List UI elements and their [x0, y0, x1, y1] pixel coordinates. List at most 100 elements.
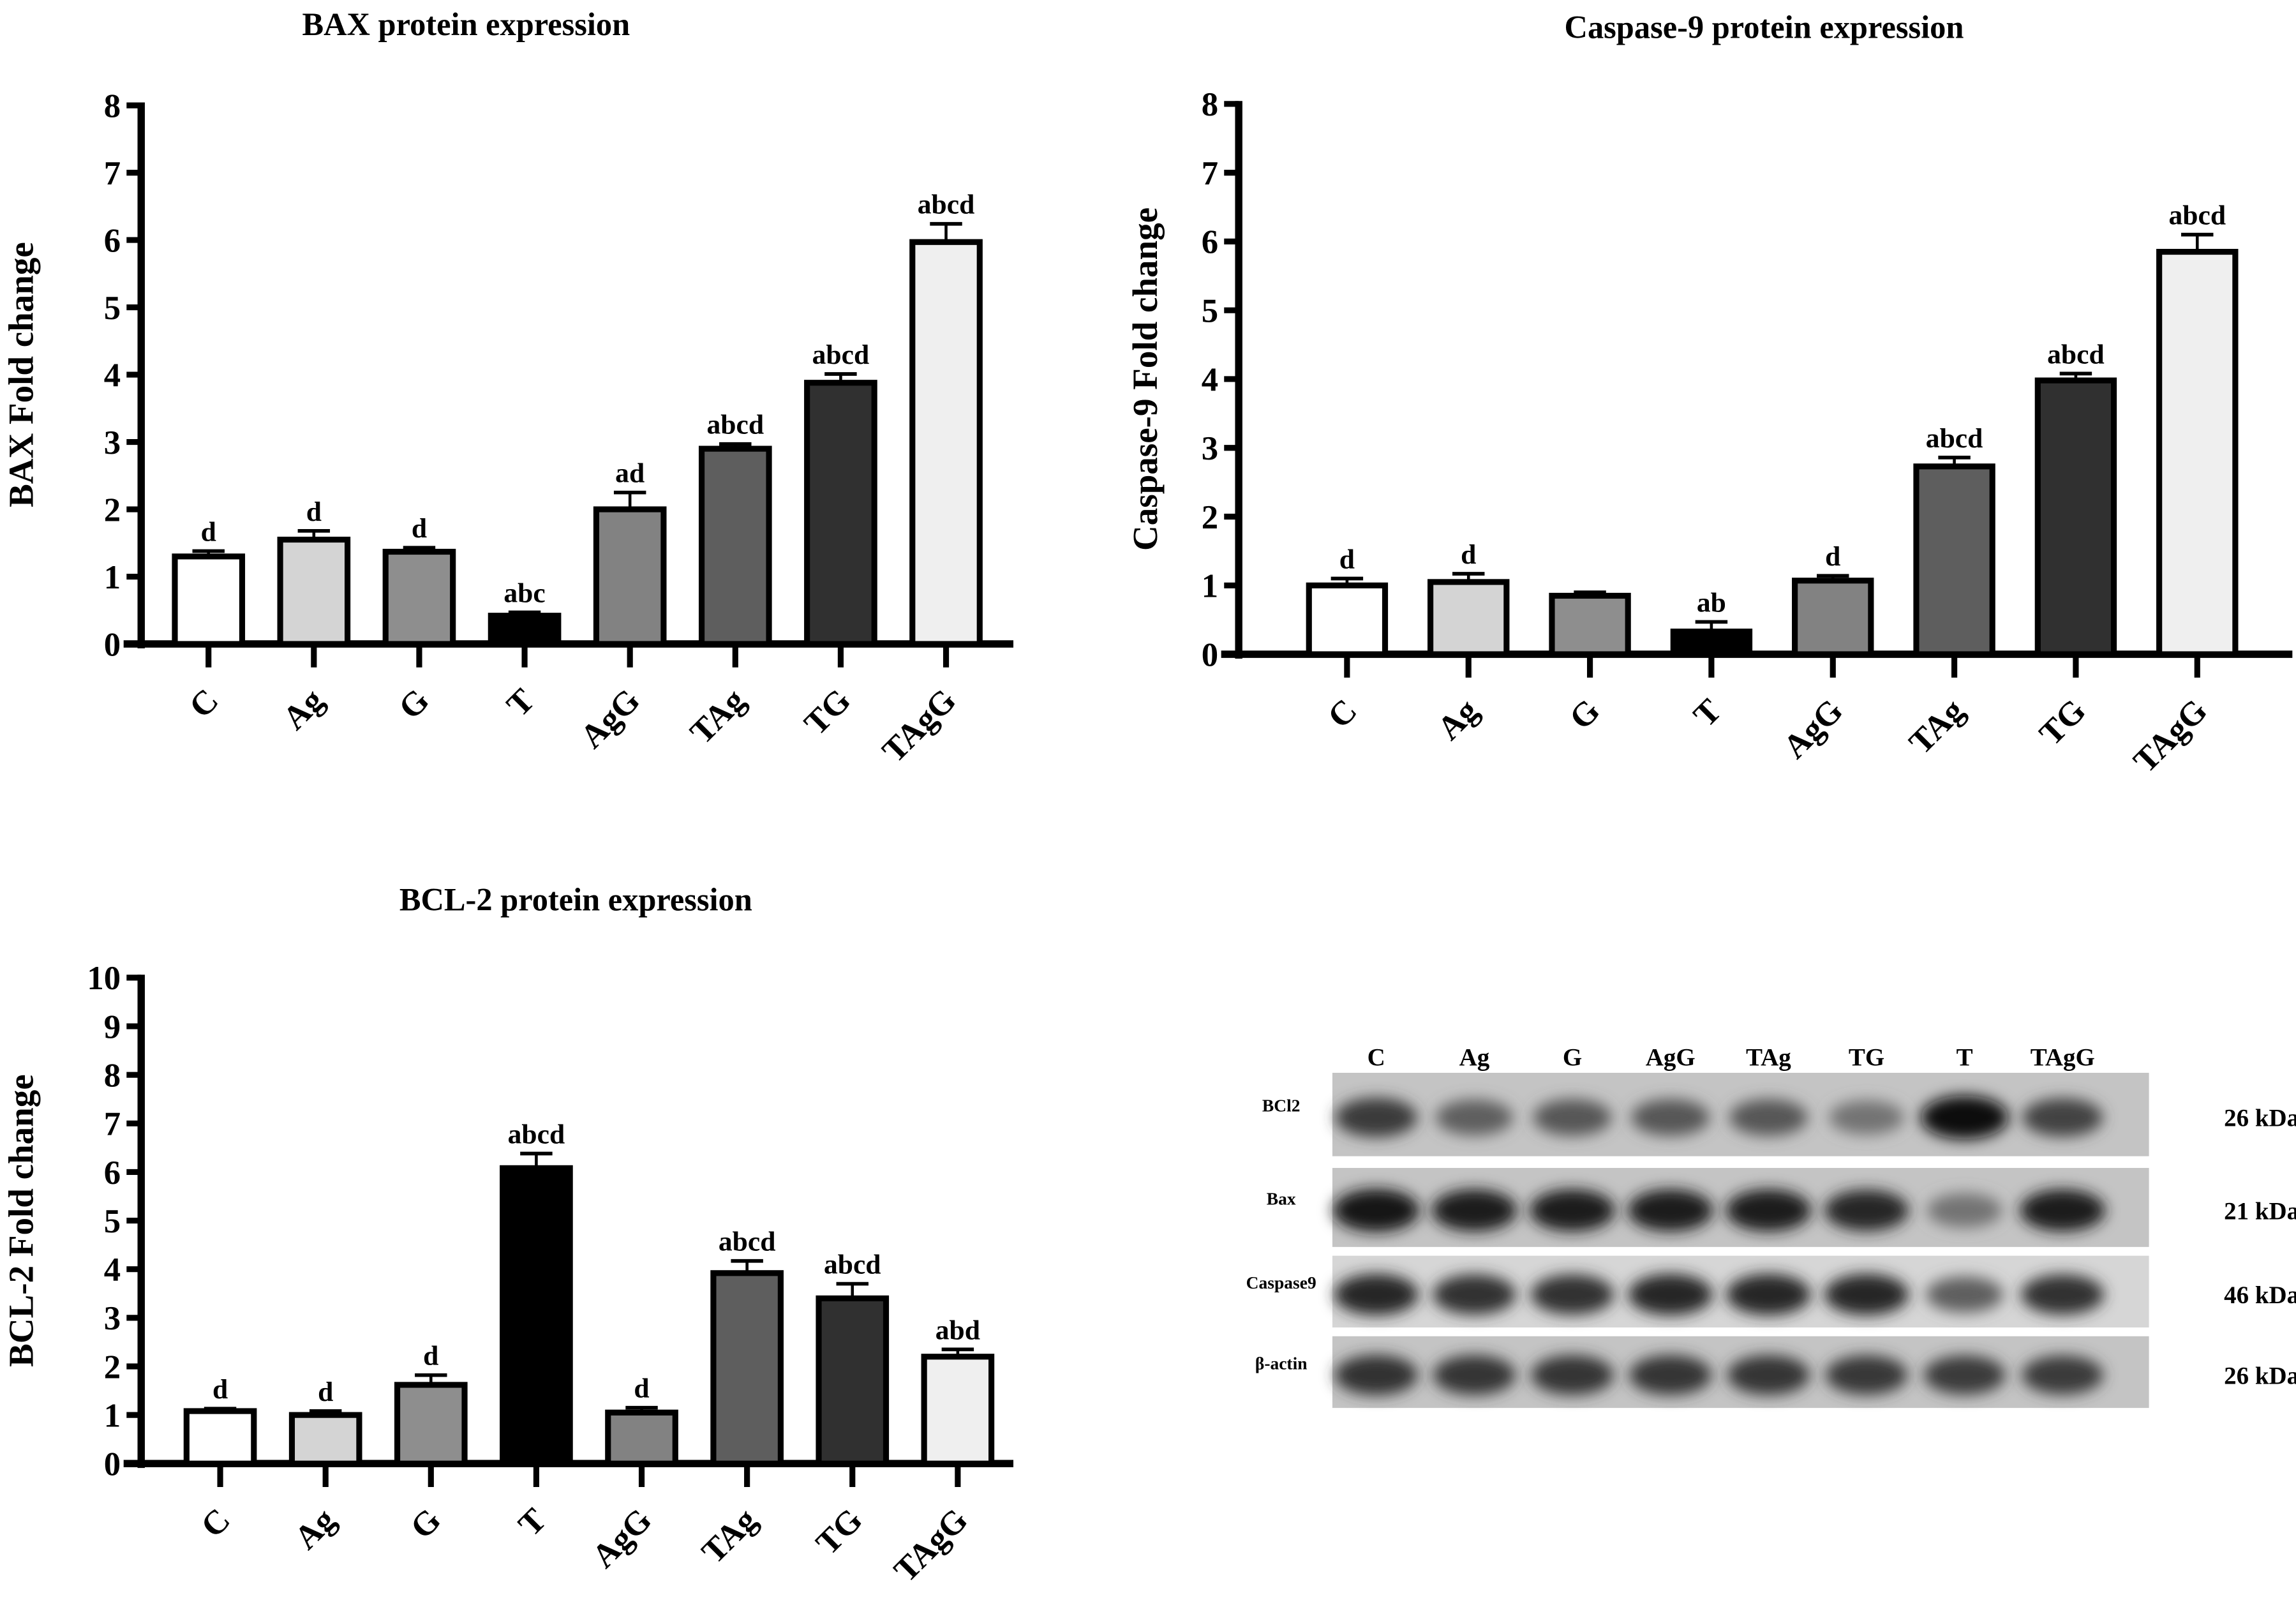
protein-band — [1825, 1355, 1908, 1395]
protein-band — [1531, 1355, 1614, 1395]
bar-chart-3: BCL-2 protein expression BCL-2 Fold chang… — [2, 881, 1014, 1589]
x-tick-label: Ag — [287, 1501, 343, 1557]
x-tick-label: G — [1562, 692, 1607, 736]
bar-Ag — [277, 536, 351, 647]
bar-C — [172, 553, 246, 647]
bar-TAgG — [2156, 248, 2239, 657]
x-tick-label: TG — [809, 1501, 870, 1562]
bar-AgG — [605, 1409, 678, 1467]
y-tick-label: 6 — [104, 1155, 121, 1192]
y-tick-label: 6 — [104, 222, 121, 259]
protein-band — [1829, 1100, 1904, 1135]
protein-band — [1627, 1189, 1713, 1232]
lane-label: G — [1563, 1043, 1582, 1071]
significance-label: d — [634, 1373, 649, 1404]
blot-row-3: β-actin 26 kDa — [1255, 1336, 2296, 1409]
protein-band — [1726, 1189, 1812, 1232]
y-tick-label: 5 — [104, 290, 121, 327]
bar-TAg — [1913, 463, 1995, 657]
chart-title: BAX protein expression — [302, 6, 630, 42]
significance-label: abcd — [2047, 339, 2105, 370]
y-tick-label: 3 — [104, 424, 121, 461]
x-tick-label: Ag — [1430, 692, 1486, 747]
y-tick-label: 9 — [104, 1008, 121, 1045]
y-axis-label: BCL-2 Fold change — [2, 1074, 41, 1366]
y-tick-label: 1 — [104, 1397, 121, 1434]
y-tick-label: 4 — [104, 1252, 121, 1289]
y-tick-label: 2 — [1202, 499, 1218, 536]
protein-band — [2022, 1355, 2104, 1395]
significance-label: d — [318, 1377, 333, 1407]
x-tick-label: TG — [797, 682, 858, 742]
x-tick-label: TAgG — [2126, 692, 2214, 780]
x-tick-label: TAg — [683, 682, 752, 751]
bar-Ag — [1428, 579, 1510, 657]
molecular-weight-label: 46 kDa — [2224, 1282, 2296, 1309]
protein-band — [1729, 1099, 1808, 1136]
protein-band — [1628, 1274, 1713, 1315]
x-tick-label: C — [183, 682, 226, 725]
significance-label: d — [423, 1341, 438, 1372]
lane-label: TAgG — [2031, 1043, 2095, 1071]
protein-band — [1433, 1355, 1516, 1395]
y-axis-label: BAX Fold change — [2, 242, 41, 507]
y-tick-label: 2 — [104, 1349, 121, 1386]
bar-TAgG — [921, 1354, 995, 1467]
bar-Ag — [288, 1412, 362, 1467]
y-tick-label: 6 — [1202, 224, 1218, 261]
protein-band — [1431, 1189, 1517, 1232]
x-tick-label: T — [500, 682, 542, 724]
protein-band — [2020, 1189, 2106, 1232]
protein-band — [1926, 1276, 2004, 1313]
x-tick-label: T — [511, 1501, 553, 1543]
blot-row-1: Bax 21 kDa — [1267, 1168, 2296, 1247]
lane-label: Ag — [1459, 1043, 1490, 1071]
significance-label: abcd — [918, 190, 975, 220]
y-tick-label: 4 — [104, 357, 121, 394]
protein-band — [1334, 1274, 1419, 1315]
x-tick-label: AgG — [585, 1501, 659, 1575]
significance-label: abcd — [707, 410, 764, 440]
y-tick-label: 0 — [104, 626, 121, 663]
protein-band — [1530, 1274, 1614, 1315]
significance-label: abd — [936, 1315, 980, 1345]
chart-title: Caspase-9 protein expression — [1565, 10, 1964, 45]
blot-row-label: Caspase9 — [1246, 1273, 1316, 1292]
protein-band — [1824, 1274, 1909, 1315]
x-tick-label: TG — [2032, 692, 2093, 752]
x-tick-label: C — [1321, 692, 1364, 735]
protein-band — [1927, 1193, 2002, 1228]
protein-band — [1332, 1188, 1420, 1232]
x-tick-label: TAgG — [887, 1501, 975, 1589]
significance-label: abcd — [508, 1119, 565, 1149]
y-tick-label: 3 — [104, 1300, 121, 1337]
lane-label: C — [1368, 1043, 1385, 1071]
y-tick-label: 8 — [104, 87, 121, 124]
y-tick-label: 7 — [104, 155, 121, 192]
significance-label: abc — [503, 578, 545, 608]
protein-band — [2021, 1274, 2105, 1315]
x-tick-label: C — [194, 1501, 237, 1544]
significance-label: abcd — [812, 340, 870, 370]
x-tick-label: TAg — [1902, 692, 1972, 761]
significance-label: ad — [615, 458, 645, 489]
bar-T — [488, 613, 562, 647]
significance-label: d — [1461, 539, 1476, 570]
molecular-weight-label: 26 kDa — [2224, 1105, 2296, 1132]
protein-band — [1631, 1099, 1710, 1136]
chart-title: BCL-2 protein expression — [399, 881, 752, 917]
bar-G — [382, 548, 456, 647]
bar-G — [394, 1382, 468, 1467]
x-tick-label: TAg — [695, 1501, 764, 1571]
bar-T — [500, 1165, 573, 1467]
x-tick-label: Ag — [276, 682, 331, 737]
significance-label: d — [201, 516, 216, 547]
protein-band — [1726, 1274, 1811, 1315]
significance-label: ab — [1697, 587, 1726, 618]
significance-label: abcd — [1926, 423, 1983, 454]
significance-label: d — [212, 1374, 228, 1405]
blot-row-label: BCl2 — [1262, 1096, 1301, 1116]
y-tick-label: 1 — [1202, 568, 1218, 605]
protein-band — [1433, 1274, 1516, 1315]
